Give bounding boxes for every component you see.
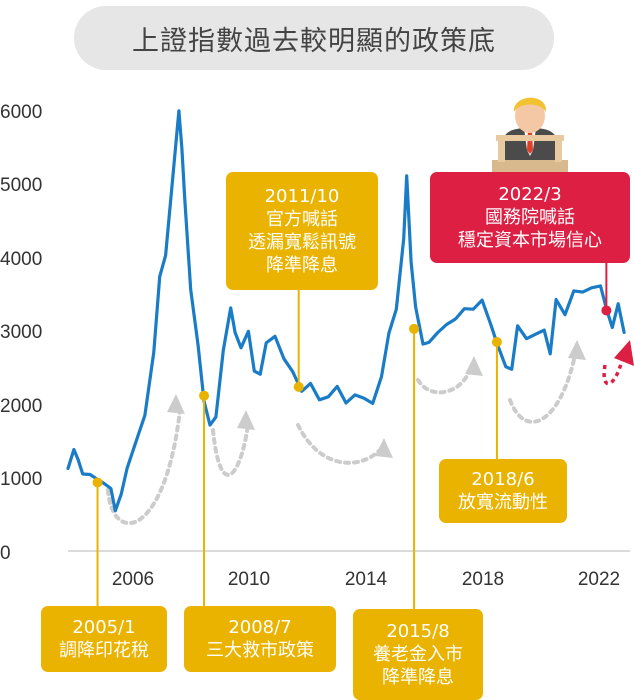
x-tick-label: 2018 [461,569,505,590]
x-tick-label: 2010 [227,569,271,590]
callout-line: 2008/7 [228,617,292,638]
callout-line: 三大救市政策 [206,640,314,661]
callout-line: 透漏寬鬆訊號 [248,232,356,253]
trend-arrow-head [465,356,483,376]
y-tick-label: 5000 [0,175,43,196]
callout-2018: 2018/6 放寬流動性 [439,459,567,523]
speaker-podium-icon [492,97,568,172]
policy-marker [601,305,612,316]
callout-2008: 2008/7 三大救市政策 [184,606,336,672]
trend-arrow [508,353,577,424]
policy-marker [199,390,210,401]
trend-arrow [296,423,382,465]
callout-line: 降準降息 [382,667,454,688]
trend-arrow-head [568,340,586,360]
policy-marker [92,477,103,488]
rebound-arrow-head [614,340,634,366]
trend-arrow-head [375,438,393,458]
y-tick-label: 1000 [0,469,43,490]
callout-line: 2005/1 [72,617,136,638]
trend-arrow [416,368,472,395]
callout-line: 2022/3 [498,184,562,205]
trend-arrow [211,423,250,477]
y-tick-label: 6000 [0,102,43,123]
callout-line: 官方喊話 [266,209,338,230]
callout-2022: 2022/3 國務院喊話 穩定資本市場信心 [430,172,630,263]
callout-line: 調降印花稅 [59,640,149,661]
callout-line: 穩定資本市場信心 [458,230,602,251]
index-line [66,109,626,513]
y-tick-label: 4000 [0,249,43,270]
trend-arrow-head [167,394,185,414]
callout-2005: 2005/1 調降印花稅 [41,606,167,672]
title-pill: 上證指數過去較明顯的政策底 [74,6,554,70]
y-tick-label: 2000 [0,396,43,417]
callout-line: 國務院喊話 [485,207,575,228]
x-tick-label: 2014 [344,569,388,590]
trend-arrow [106,408,182,526]
y-tick-label: 3000 [0,322,43,343]
callout-line: 放寬流動性 [458,492,548,513]
y-tick-label: 0 [0,543,11,564]
x-tick-label: 2006 [111,569,155,590]
policy-marker [409,323,420,334]
callout-line: 2011/10 [264,186,340,207]
callout-line: 2018/6 [471,469,535,490]
callout-line: 降準降息 [266,255,338,276]
callout-2011: 2011/10 官方喊話 透漏寬鬆訊號 降準降息 [226,172,378,290]
trend-arrow-head [237,410,255,430]
policy-marker [491,337,502,348]
callout-line: 養老金入市 [373,644,463,665]
callout-2015: 2015/8 養老金入市 降準降息 [353,609,483,700]
x-tick-label: 2022 [577,569,621,590]
chart-title: 上證指數過去較明顯的政策底 [132,25,496,57]
callout-line: 2015/8 [386,621,450,642]
policy-marker [293,381,304,392]
